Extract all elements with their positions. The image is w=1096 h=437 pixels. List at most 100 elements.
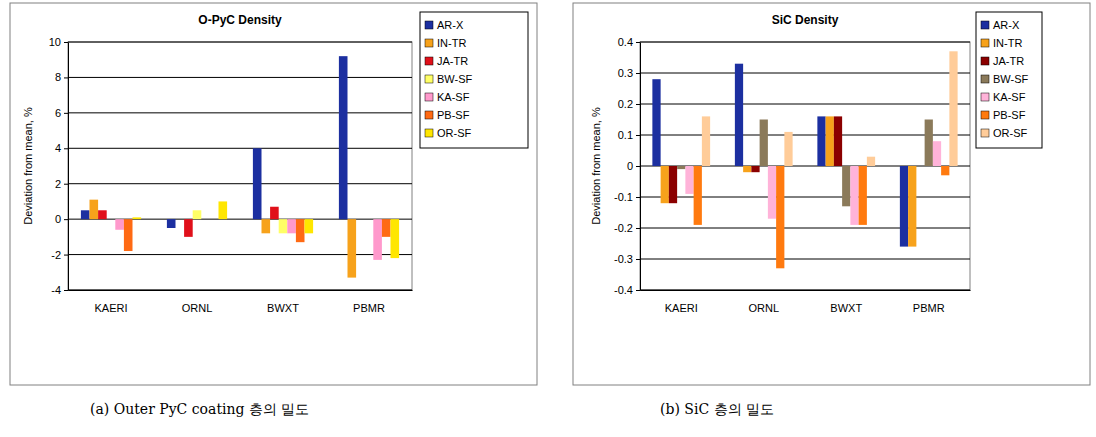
x-tick-label: ORNL — [748, 302, 779, 314]
caption: (b) SiC 층의 밀도 — [660, 401, 774, 417]
y-tick-mark — [636, 104, 640, 105]
y-tick: -2 — [51, 249, 68, 261]
y-tick: 0.4 — [618, 36, 640, 48]
bar — [743, 166, 751, 172]
bar — [735, 64, 743, 166]
y-tick-mark — [636, 42, 640, 43]
bar — [107, 219, 116, 220]
legend-swatch — [425, 75, 433, 83]
bar — [776, 166, 784, 268]
y-tick: -0.3 — [614, 253, 640, 265]
grid — [68, 42, 412, 290]
bar — [908, 166, 916, 247]
x-tick-label: KAERI — [94, 302, 127, 314]
x-axis: KAERI ORNL BWXT PBMR — [641, 290, 971, 314]
y-tick: 6 — [55, 107, 68, 119]
bar — [817, 116, 825, 166]
bar — [702, 116, 710, 166]
bar — [751, 166, 759, 172]
y-tick-label: 8 — [55, 71, 61, 83]
y-tick-label: -0.3 — [614, 253, 633, 265]
legend-swatch — [981, 75, 989, 83]
grid — [640, 42, 970, 290]
legend-label: IN-TR — [437, 37, 466, 49]
y-tick: -0.2 — [614, 222, 640, 234]
bar — [391, 219, 400, 258]
chart: -0.4-0.3-0.2-0.100.10.20.30.4KAERIORNLBW… — [573, 3, 1090, 417]
y-tick-label: -2 — [51, 249, 61, 261]
y-tick-label: -0.4 — [614, 284, 633, 296]
y-axis-line — [640, 43, 641, 291]
bar — [382, 219, 391, 237]
legend-swatch — [425, 57, 433, 65]
y-tick-label: -4 — [51, 284, 61, 296]
legend-label: JA-TR — [437, 55, 468, 67]
bar — [167, 219, 176, 228]
grid-line — [68, 148, 412, 149]
grid-line — [68, 112, 412, 113]
legend-swatch — [981, 93, 989, 101]
legend-swatch — [981, 57, 989, 65]
grid-line — [68, 183, 412, 184]
y-axis-line — [68, 43, 69, 291]
legend-swatch — [981, 129, 989, 137]
x-tick: BWXT — [830, 290, 862, 314]
bar — [669, 166, 677, 203]
chart-frame — [573, 3, 1090, 385]
bar — [900, 166, 908, 247]
bar — [867, 157, 875, 166]
bar — [193, 210, 202, 219]
y-axis: -0.4-0.3-0.2-0.100.10.20.30.4 — [614, 36, 640, 296]
y-tick-mark — [636, 197, 640, 198]
x-tick: ORNL — [748, 290, 779, 314]
x-tick: KAERI — [665, 290, 698, 314]
y-tick-label: 0.1 — [618, 129, 633, 141]
grid-line — [640, 73, 970, 74]
legend-label: KA-SF — [437, 91, 470, 103]
bar — [115, 219, 124, 230]
bar — [90, 200, 99, 219]
y-tick-mark — [636, 135, 640, 136]
y-axis-title: Deviation from mean, % — [590, 107, 602, 225]
y-tick-mark — [64, 77, 68, 78]
y-tick-label: 0.3 — [618, 67, 633, 79]
bar — [296, 219, 305, 242]
legend-label: AR-X — [993, 19, 1020, 31]
y-tick-mark — [64, 219, 68, 220]
legend-label: JA-TR — [993, 55, 1024, 67]
x-tick-label: BWXT — [830, 302, 862, 314]
chart-title: SiC Density — [772, 13, 839, 27]
grid-line — [640, 135, 970, 136]
grid-line — [640, 42, 970, 43]
y-axis: -4-20246810 — [49, 36, 69, 296]
x-axis-line — [69, 290, 413, 291]
y-tick: -4 — [51, 284, 68, 296]
y-tick: 2 — [55, 178, 68, 190]
y-tick: 10 — [49, 36, 68, 48]
y-tick-mark — [636, 166, 640, 167]
legend: AR-XIN-TRJA-TRBW-SFKA-SFPB-SFOR-SF — [420, 12, 528, 148]
bar — [219, 201, 228, 219]
caption: (a) Outer PyC coating 층의 밀도 — [90, 401, 309, 417]
x-tick-label: PBMR — [913, 302, 945, 314]
x-tick: BWXT — [267, 290, 299, 314]
y-tick: 0 — [627, 160, 640, 172]
figure: -4 -2 0 2 4 6 8 10 KAERI ORNL BWXT PBMR O-PyC Densit… — [0, 0, 1096, 437]
y-tick-mark — [64, 113, 68, 114]
x-tick: ORNL — [182, 290, 213, 314]
legend-label: AR-X — [437, 19, 464, 31]
y-tick: 4 — [55, 142, 68, 154]
y-tick-label: 0.4 — [618, 36, 633, 48]
legend-label: IN-TR — [993, 37, 1022, 49]
chart-title: O-PyC Density — [198, 13, 282, 27]
legend-label: PB-SF — [437, 109, 470, 121]
x-tick-label: PBMR — [353, 302, 385, 314]
y-axis-title: Deviation from mean, % — [22, 107, 34, 225]
grid-line — [640, 228, 970, 229]
bar — [850, 166, 858, 225]
legend-swatch — [981, 111, 989, 119]
legend-swatch — [425, 21, 433, 29]
legend-swatch — [981, 39, 989, 47]
bar — [184, 219, 193, 237]
bar — [253, 148, 262, 219]
